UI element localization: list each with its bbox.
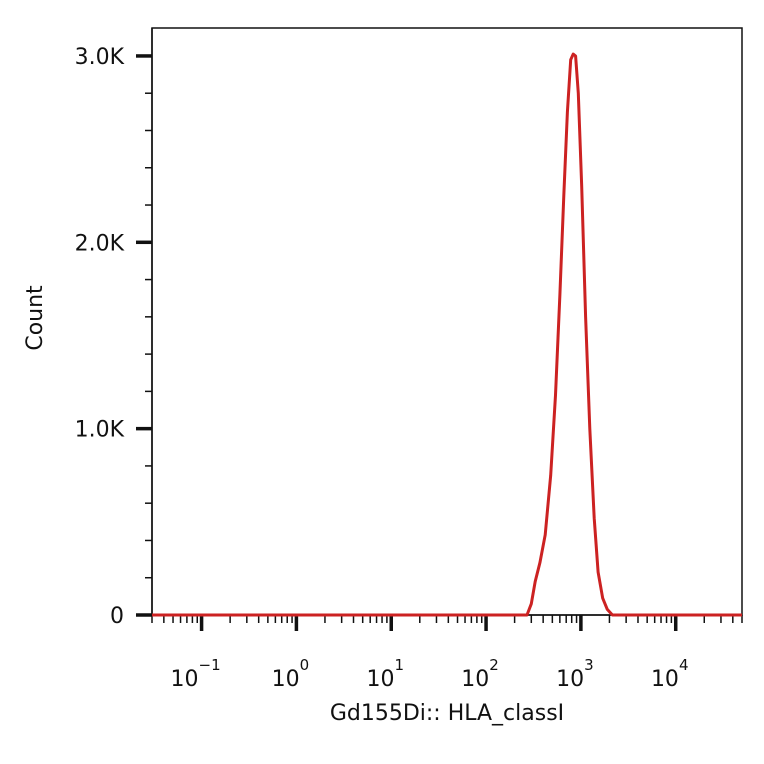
x-tick-exponent: −1 (199, 656, 221, 674)
x-tick-label: 103 (556, 656, 594, 692)
y-tick-label: 0 (110, 604, 124, 629)
y-tick-label: 3.0K (75, 45, 125, 70)
x-tick-exponent: 0 (300, 656, 310, 674)
plot-frame (151, 27, 743, 616)
y-axis-title: Count (23, 285, 48, 351)
x-tick-base: 10 (171, 667, 199, 692)
x-tick-base: 10 (556, 667, 584, 692)
x-tick-exponent: 3 (584, 656, 594, 674)
x-tick-label: 101 (366, 656, 404, 692)
x-tick-label: 10−1 (171, 656, 221, 692)
x-tick-base: 10 (366, 667, 394, 692)
y-tick-label: 1.0K (75, 418, 125, 443)
x-tick-exponent: 4 (679, 656, 689, 674)
x-tick-label: 102 (461, 656, 499, 692)
x-tick-exponent: 2 (489, 656, 499, 674)
series-line (152, 52, 742, 617)
y-tick-label: 2.0K (75, 231, 125, 256)
x-tick-exponent: 1 (394, 656, 404, 674)
x-tick-base: 10 (272, 667, 300, 692)
x-tick-label: 104 (651, 656, 689, 692)
x-tick-label: 100 (272, 656, 310, 692)
x-tick-base: 10 (651, 667, 679, 692)
x-axis-title: Gd155Di:: HLA_classI (330, 701, 564, 726)
y-axis: 0 1.0K 2.0K 3.0K (75, 28, 153, 629)
x-tick-base: 10 (461, 667, 489, 692)
